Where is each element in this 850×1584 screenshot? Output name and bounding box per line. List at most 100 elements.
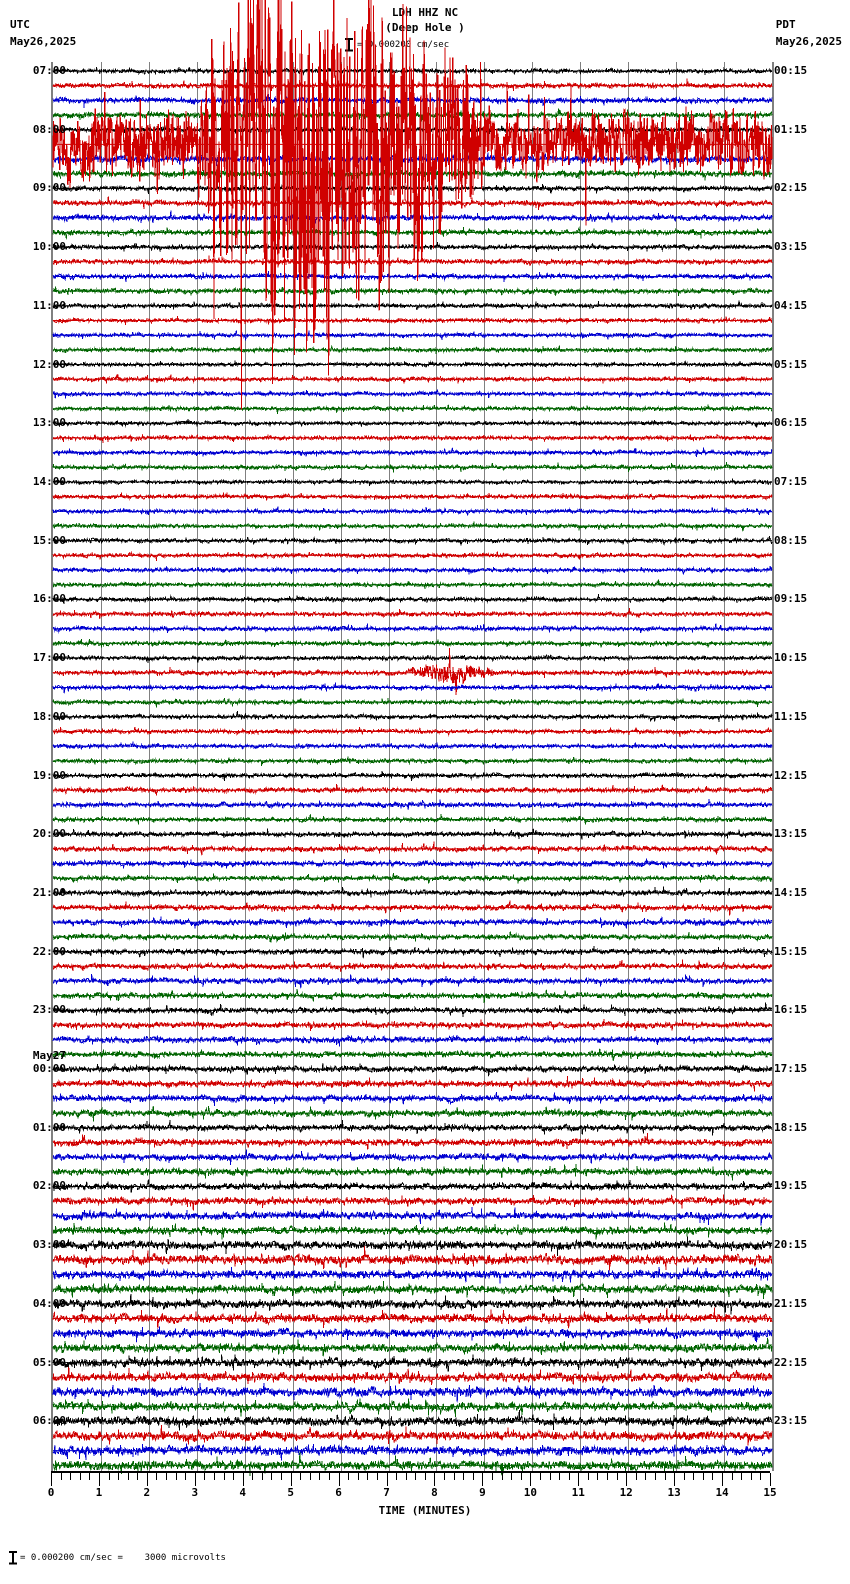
seismic-trace [52, 1018, 773, 1032]
utc-hour-label: 18:00 [32, 709, 66, 723]
pdt-hour-label: 18:15 [774, 1120, 808, 1134]
seismic-trace [52, 872, 773, 884]
axis-tick-minor [108, 1473, 110, 1480]
axis-tick-label: 14 [715, 1486, 729, 1499]
utc-hour-label: 10:00 [32, 240, 66, 254]
axis-tick-minor [702, 1473, 704, 1480]
seismic-trace [52, 536, 773, 546]
seismic-trace [52, 447, 773, 457]
seismic-trace [52, 1337, 773, 1357]
axis-tick-minor [166, 1473, 168, 1480]
seismic-trace [52, 1443, 773, 1461]
seismic-trace [52, 1236, 773, 1256]
gridline-minute-1 [100, 62, 102, 1471]
pdt-hour-label: 00:15 [774, 64, 808, 77]
pdt-hour-label: 03:15 [774, 240, 808, 254]
seismic-trace [52, 1133, 773, 1150]
seismic-trace [52, 550, 773, 561]
seismic-trace [52, 623, 773, 634]
gridlines [53, 62, 772, 1471]
utc-hour-label: 13:00 [32, 416, 66, 430]
x-axis-title: TIME (MINUTES) [378, 1504, 472, 1517]
axis-tick-minor [127, 1473, 129, 1480]
pdt-hour-label: 21:15 [774, 1296, 808, 1310]
seismic-trace [52, 210, 773, 225]
axis-tick-minor [367, 1473, 369, 1480]
seismic-trace [52, 1409, 773, 1431]
time-axis [51, 1471, 771, 1487]
pdt-hour-label: 11:15 [774, 709, 808, 723]
axis-tick-minor [252, 1473, 254, 1480]
right-date-label: May26,2025 [775, 35, 842, 48]
axis-tick-label: 10 [523, 1486, 537, 1499]
axis-tick-major [722, 1473, 724, 1486]
left-date-label: May26,2025 [10, 35, 77, 48]
seismic-trace [52, 565, 773, 575]
seismic-trace [52, 1326, 773, 1343]
seismic-trace [52, 1398, 773, 1418]
station-title: LDH HHZ NC [391, 6, 459, 19]
axis-tick-minor [520, 1473, 522, 1480]
axis-tick-minor [664, 1473, 666, 1480]
axis-tick-minor [357, 1473, 359, 1480]
seismic-trace [52, 78, 773, 92]
utc-hour-label: 04:00 [32, 1296, 66, 1310]
axis-tick-minor [118, 1473, 120, 1480]
seismic-trace [52, 1194, 773, 1211]
axis-tick-major [242, 1473, 244, 1486]
axis-tick-minor [760, 1473, 762, 1480]
footer-scale-bar-icon [9, 1551, 17, 1564]
axis-tick-minor [70, 1473, 72, 1480]
seismic-trace [52, 255, 773, 267]
pdt-hour-label: 22:15 [774, 1355, 808, 1369]
axis-tick-label: 2 [143, 1486, 151, 1499]
axis-tick-minor [137, 1473, 139, 1480]
gridline-minute-14 [724, 62, 726, 1471]
axis-tick-minor [645, 1473, 647, 1480]
seismic-trace [52, 242, 773, 253]
seismic-trace [52, 1354, 773, 1372]
axis-tick-minor [587, 1473, 589, 1480]
utc-hour-label: 07:00 [32, 64, 66, 77]
axis-tick-minor [261, 1473, 263, 1480]
axis-tick-minor [156, 1473, 158, 1480]
seismic-trace [52, 813, 773, 825]
axis-tick-major [194, 1473, 196, 1486]
seismic-trace [52, 373, 773, 384]
axis-tick-minor [60, 1473, 62, 1480]
pdt-hour-label: 13:15 [774, 827, 808, 841]
gridline-minute-12 [628, 62, 630, 1471]
axis-tick-label: 4 [239, 1486, 247, 1499]
axis-tick-minor [405, 1473, 407, 1480]
seismic-trace [52, 66, 773, 76]
seismic-trace [52, 1425, 773, 1446]
axis-tick-minor [683, 1473, 685, 1480]
utc-hour-label: 02:00 [32, 1179, 66, 1193]
axis-tick-minor [444, 1473, 446, 1480]
pdt-hour-label: 12:15 [774, 768, 808, 782]
pdt-hour-label: 02:15 [774, 181, 808, 195]
utc-hour-label: 01:00 [32, 1120, 66, 1134]
seismic-trace [52, 886, 773, 898]
seismic-trace [52, 1382, 773, 1403]
seismic-trace [52, 1179, 773, 1194]
axis-tick-major [770, 1473, 771, 1486]
seismic-trace [52, 166, 773, 181]
seismic-trace [52, 828, 773, 840]
seismic-trace [52, 432, 773, 443]
seismic-trace [52, 1091, 773, 1107]
scale-bar-icon [345, 38, 353, 51]
axis-tick-minor [79, 1473, 81, 1480]
axis-tick-minor [559, 1473, 561, 1480]
utc-hour-label: 08:00 [32, 122, 66, 136]
pdt-hour-label: 16:15 [774, 1003, 808, 1017]
seismic-trace [52, 1002, 773, 1017]
pdt-hour-label: 15:15 [774, 944, 808, 958]
utc-hour-label: 03:00 [32, 1238, 66, 1252]
seismic-trace [52, 638, 773, 648]
utc-hour-label: 15:00 [32, 533, 66, 547]
utc-hour-label: 05:00 [32, 1355, 66, 1369]
axis-tick-minor [376, 1473, 378, 1480]
utc-hour-label: 16:00 [32, 592, 66, 606]
